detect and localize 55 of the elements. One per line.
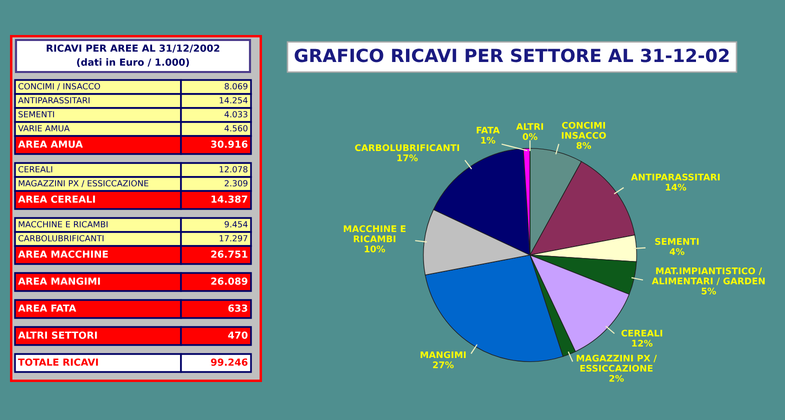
data-label: 99.246 (210, 358, 248, 366)
data-label: 2.309 (224, 180, 248, 186)
category-label: AREA FATA (18, 304, 76, 312)
data-label: 4% (670, 248, 684, 255)
text: (dati in Euro / 1.000) (77, 58, 189, 67)
category-label: ALTRI (516, 123, 544, 130)
chart-title: GRAFICO RICAVI PER SETTORE AL 31-12-02 (294, 48, 729, 62)
category-label: AREA CEREALI (18, 195, 95, 203)
category-label: VARIE AMUA (18, 125, 70, 132)
data-label: 12.078 (220, 166, 248, 172)
data-label: 8.069 (224, 83, 248, 90)
category-label: ALTRI SETTORI (18, 331, 97, 339)
category-label: MAGAZZINI PX / ESSICCAZIONE (18, 180, 148, 188)
category-label: CEREALI (18, 166, 52, 172)
data-label: 10% (364, 246, 386, 252)
data-label: 26.751 (211, 250, 248, 258)
text: 0% (522, 133, 538, 140)
data-label: 17.297 (220, 235, 248, 242)
data-label: 5% (702, 288, 716, 294)
category-label: CARBOLUBRIFICANTI (18, 235, 104, 242)
slice-label: ANTIPARASSITARI (631, 174, 720, 180)
data-label: 633 (228, 304, 248, 312)
category-label: CONCIMI / INSACCO (18, 83, 100, 90)
slice-label: MANGIMI (420, 351, 466, 358)
category-label: MACCHINE E RICAMBI (18, 221, 108, 228)
slice-label: MAGAZZINI PX / ESSICCAZIONE (576, 354, 657, 372)
data-label: 4.033 (224, 111, 248, 118)
slice-label: MACCHINE E RICAMBI (344, 225, 406, 242)
data-label: 27% (433, 361, 454, 368)
data-label: 17% (397, 154, 418, 162)
category-label: AREA MACCHINE (18, 250, 108, 258)
slice-label: SEMENTI (655, 238, 699, 245)
data-label: 4.560 (224, 125, 248, 132)
text: RICAVI PER AREE AL 31/12/2002 (46, 44, 220, 53)
data-label: 9.454 (224, 221, 248, 228)
slice-label: MAT.IMPIANTISTICO / ALIMENTARI / GARDEN (652, 267, 765, 286)
data-label: 12% (632, 340, 652, 347)
category-label: TOTALE RICAVI (18, 358, 98, 366)
data-label: 8% (576, 142, 592, 149)
data-label: 14.254 (220, 97, 248, 104)
category-label: ANTIPARASSITARI (18, 97, 90, 104)
slice-label: FATA (476, 126, 500, 134)
data-label: 14% (666, 184, 686, 191)
data-label: 26.089 (211, 277, 248, 285)
category-label: SEMENTI (18, 111, 54, 118)
data-label: 2% (609, 374, 624, 382)
data-label: 1% (481, 136, 496, 144)
category-label: AREA AMUA (18, 140, 83, 148)
data-label: 14.387 (212, 195, 248, 203)
slice-label: CARBOLUBRIFICANTI (355, 144, 460, 152)
slice-label: CONCIMI INSACCO (562, 122, 606, 139)
category-label: AREA MANGIMI (18, 277, 100, 285)
slice-label: CEREALI (621, 330, 662, 337)
data-label: 470 (228, 331, 248, 339)
data-label: 30.916 (211, 140, 248, 148)
